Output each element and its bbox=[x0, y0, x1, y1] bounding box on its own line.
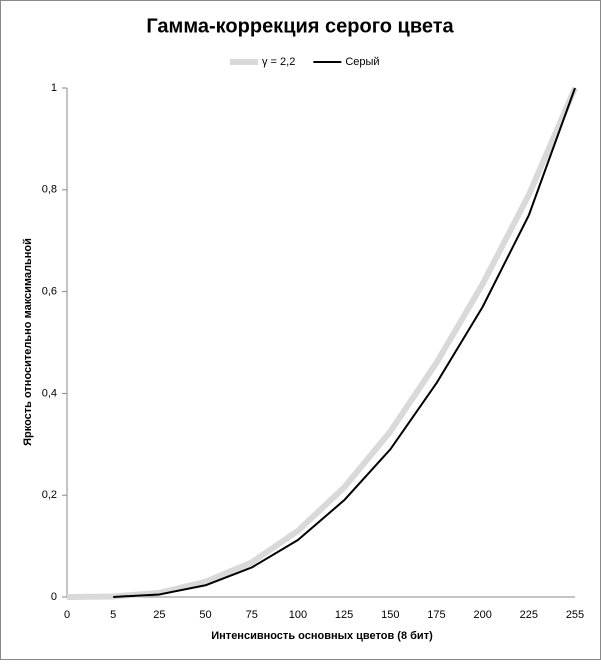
y-tick-label: 0,2 bbox=[42, 489, 57, 501]
x-tick-label: 5 bbox=[110, 609, 116, 621]
x-tick-label: 75 bbox=[246, 609, 258, 621]
legend-label: γ = 2,2 bbox=[262, 56, 295, 68]
y-tick-label: 0 bbox=[51, 591, 57, 603]
series-line bbox=[113, 87, 576, 598]
x-tick-label: 125 bbox=[335, 609, 353, 621]
x-tick-label: 200 bbox=[473, 609, 491, 621]
y-axis-label: Яркость относительно максимальной bbox=[22, 238, 34, 446]
x-tick-label: 50 bbox=[199, 609, 211, 621]
x-tick-label: 225 bbox=[520, 609, 538, 621]
x-tick-label: 100 bbox=[289, 609, 307, 621]
y-tick-label: 0,4 bbox=[42, 387, 57, 399]
x-axis-label: Интенсивность основных цветов (8 бит) bbox=[211, 630, 433, 642]
y-tick-label: 0,8 bbox=[42, 184, 57, 196]
chart-title: Гамма-коррекция серого цвета bbox=[146, 15, 454, 37]
x-tick-label: 255 bbox=[566, 609, 584, 621]
series-line bbox=[66, 86, 578, 600]
y-tick-label: 0,6 bbox=[42, 286, 57, 298]
x-tick-label: 0 bbox=[64, 609, 70, 621]
x-tick-label: 175 bbox=[427, 609, 445, 621]
legend-label: Серый bbox=[345, 56, 379, 68]
x-tick-label: 150 bbox=[381, 609, 399, 621]
y-tick-label: 1 bbox=[51, 82, 57, 94]
x-tick-label: 25 bbox=[153, 609, 165, 621]
